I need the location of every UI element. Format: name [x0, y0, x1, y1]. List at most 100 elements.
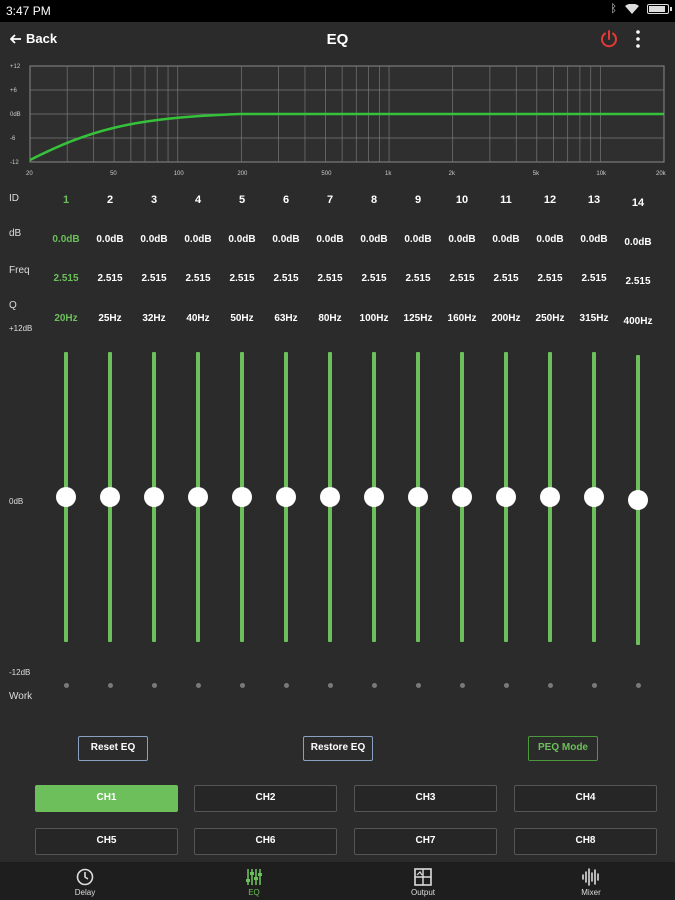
nav-eq[interactable]: EQ: [204, 862, 304, 900]
band-q-value[interactable]: 2.515: [53, 273, 79, 284]
band-gain-value[interactable]: 0.0dB: [536, 234, 564, 245]
slider-knob[interactable]: [584, 487, 604, 507]
band-id: 2: [106, 194, 114, 206]
band-frequency-value[interactable]: 125Hz: [403, 313, 433, 324]
slider-knob[interactable]: [56, 487, 76, 507]
peq-mode-button[interactable]: PEQ Mode: [528, 736, 598, 761]
band-gain-value[interactable]: 0.0dB: [580, 234, 608, 245]
eq-response-graph: +12 +6 0dB -6 -12 20 50 100 200 500 1k 2k 5k 10k 20k: [0, 60, 675, 182]
nav-output[interactable]: Output: [373, 862, 473, 900]
nav-mixer-label: Mixer: [581, 888, 601, 897]
band-gain-value[interactable]: 0.0dB: [184, 234, 212, 245]
band-id: 7: [326, 194, 334, 206]
slider-knob[interactable]: [408, 487, 428, 507]
graph-x-label: 20: [26, 171, 33, 177]
band-gain-value[interactable]: 0.0dB: [140, 234, 168, 245]
slider-knob[interactable]: [232, 487, 252, 507]
slider-knob[interactable]: [628, 490, 648, 510]
slider-knob[interactable]: [452, 487, 472, 507]
band-gain-value[interactable]: 0.0dB: [492, 234, 520, 245]
graph-x-label: 100: [174, 171, 185, 177]
band-id: 12: [543, 194, 557, 206]
band-q-value[interactable]: 2.515: [625, 276, 651, 287]
band-id: 10: [455, 194, 469, 206]
band-frequency-value[interactable]: 100Hz: [359, 313, 389, 324]
band-work-indicator: [151, 683, 157, 688]
band-frequency-value[interactable]: 32Hz: [142, 313, 166, 324]
slider-knob[interactable]: [496, 487, 516, 507]
restore-eq-button[interactable]: Restore EQ: [303, 736, 373, 761]
channel-button-ch5[interactable]: CH5: [35, 828, 178, 855]
slider-knob[interactable]: [364, 487, 384, 507]
slider-knob[interactable]: [144, 487, 164, 507]
equalizer-sliders-icon: [246, 869, 262, 885]
band-q-value[interactable]: 2.515: [317, 273, 343, 284]
channel-button-ch4[interactable]: CH4: [514, 785, 657, 812]
band-frequency-value[interactable]: 40Hz: [186, 313, 210, 324]
channel-button-ch2[interactable]: CH2: [194, 785, 337, 812]
row-label-db: dB: [9, 228, 22, 239]
band-work-indicator: [283, 683, 289, 688]
band-q-value[interactable]: 2.515: [537, 273, 563, 284]
channel-button-ch3[interactable]: CH3: [354, 785, 497, 812]
graph-x-label: 20k: [656, 171, 667, 177]
band-work-indicator: [459, 683, 465, 688]
power-icon[interactable]: [598, 28, 620, 50]
band-frequency-value[interactable]: 25Hz: [98, 313, 122, 324]
band-frequency-value[interactable]: 200Hz: [491, 313, 521, 324]
band-frequency-value[interactable]: 63Hz: [274, 313, 298, 324]
slider-knob[interactable]: [320, 487, 340, 507]
slider-knob[interactable]: [276, 487, 296, 507]
band-q-value[interactable]: 2.515: [185, 273, 211, 284]
band-frequency-value[interactable]: 315Hz: [579, 313, 609, 324]
band-frequency-value[interactable]: 250Hz: [535, 313, 565, 324]
waveform-icon: [582, 868, 599, 886]
slider-knob[interactable]: [188, 487, 208, 507]
app-header: Back EQ: [0, 22, 675, 60]
graph-x-label: 50: [110, 171, 117, 177]
band-id: 11: [500, 194, 512, 206]
status-icons: ᛒ: [610, 3, 672, 15]
band-gain-value[interactable]: 0.0dB: [96, 234, 124, 245]
channel-button-ch1[interactable]: CH1: [35, 785, 178, 812]
band-gain-value[interactable]: 0.0dB: [228, 234, 256, 245]
nav-delay[interactable]: Delay: [35, 862, 135, 900]
reset-eq-button[interactable]: Reset EQ: [78, 736, 148, 761]
band-gain-value[interactable]: 0.0dB: [360, 234, 388, 245]
more-options-icon[interactable]: [632, 28, 644, 50]
slider-knob[interactable]: [100, 487, 120, 507]
band-frequency-value[interactable]: 80Hz: [318, 313, 342, 324]
channel-button-ch8[interactable]: CH8: [514, 828, 657, 855]
band-frequency-value[interactable]: 400Hz: [623, 316, 653, 327]
band-gain-value[interactable]: 0.0dB: [316, 234, 344, 245]
band-frequency-value[interactable]: 50Hz: [230, 313, 254, 324]
band-frequency-value[interactable]: 20Hz: [54, 313, 78, 324]
band-q-value[interactable]: 2.515: [273, 273, 299, 284]
band-work-indicator: [239, 683, 245, 688]
band-gain-value[interactable]: 0.0dB: [448, 234, 476, 245]
band-q-value[interactable]: 2.515: [493, 273, 519, 284]
band-q-value[interactable]: 2.515: [97, 273, 123, 284]
band-gain-value[interactable]: 0.0dB: [404, 234, 432, 245]
channel-button-ch7[interactable]: CH7: [354, 828, 497, 855]
slider-knob[interactable]: [540, 487, 560, 507]
band-q-value[interactable]: 2.515: [581, 273, 607, 284]
status-time: 3:47 PM: [6, 4, 51, 18]
band-gain-value[interactable]: 0.0dB: [272, 234, 300, 245]
clock-icon: [76, 868, 94, 886]
band-frequency-value[interactable]: 160Hz: [447, 313, 477, 324]
nav-mixer[interactable]: Mixer: [541, 862, 641, 900]
band-gain-value[interactable]: 0.0dB: [52, 234, 80, 245]
band-q-value[interactable]: 2.515: [449, 273, 475, 284]
band-q-value[interactable]: 2.515: [361, 273, 387, 284]
band-q-value[interactable]: 2.515: [229, 273, 255, 284]
band-q-value[interactable]: 2.515: [405, 273, 431, 284]
back-label: Back: [26, 31, 58, 46]
back-button[interactable]: Back: [10, 31, 57, 46]
band-gain-value[interactable]: 0.0dB: [624, 237, 652, 248]
band-id: 3: [150, 194, 158, 206]
channel-button-ch6[interactable]: CH6: [194, 828, 337, 855]
band-q-value[interactable]: 2.515: [141, 273, 167, 284]
graph-x-label: 200: [237, 171, 248, 177]
graph-y-label: -12: [10, 160, 19, 166]
